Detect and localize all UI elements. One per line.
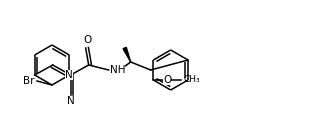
Text: Br: Br <box>24 76 35 86</box>
Text: O: O <box>163 75 171 85</box>
Text: N: N <box>67 96 74 106</box>
Text: CH₃: CH₃ <box>183 75 200 84</box>
Text: N: N <box>65 70 73 80</box>
Text: NH: NH <box>110 65 125 75</box>
Polygon shape <box>123 47 131 62</box>
Text: O: O <box>83 35 91 45</box>
